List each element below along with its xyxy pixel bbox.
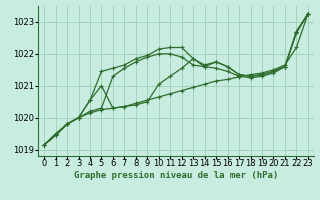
X-axis label: Graphe pression niveau de la mer (hPa): Graphe pression niveau de la mer (hPa) — [74, 171, 278, 180]
